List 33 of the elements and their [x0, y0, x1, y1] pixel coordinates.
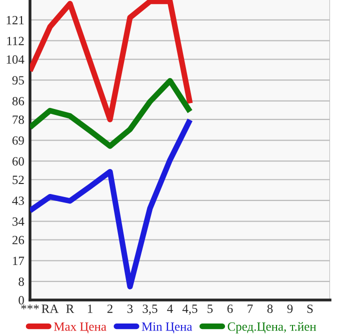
y-tick-label: 8: [18, 278, 24, 286]
y-tick-label: 26: [12, 236, 24, 244]
x-tick-label: RA: [42, 304, 59, 313]
y-tick-label: 104: [6, 55, 24, 64]
y-tick-label: 121: [6, 16, 24, 24]
y-tick-label: 34: [12, 217, 24, 226]
x-tick-label: 1: [88, 304, 92, 313]
legend-label: Сред.Цена, т.йен: [228, 322, 316, 334]
x-tick-label: 3: [127, 304, 133, 313]
x-tick-label: 5: [208, 304, 213, 313]
legend-label: Max Цена: [54, 322, 106, 334]
x-tick-label: 8: [267, 304, 273, 313]
x-tick-label: 3,5: [142, 304, 158, 315]
x-tick-label: 4,5: [182, 304, 198, 315]
y-tick-label: 69: [12, 136, 24, 145]
x-tick-label: 9: [287, 304, 293, 313]
y-tick-label: 78: [12, 115, 24, 124]
x-tick-label: R: [66, 304, 74, 313]
x-tick-label: ***: [21, 304, 39, 310]
y-tick-label: 95: [12, 76, 24, 85]
y-tick-label: 86: [12, 96, 24, 106]
x-tick-label: S: [307, 304, 313, 313]
x-tick-label: 4: [167, 304, 173, 313]
y-tick-label: 17: [13, 256, 24, 265]
y-tick-label: 43: [12, 196, 24, 205]
y-tick-label: 52: [12, 176, 24, 184]
x-tick-label: 7: [248, 304, 253, 313]
legend-label: Min Цена: [142, 322, 192, 334]
x-tick-label: 2: [107, 304, 112, 313]
y-tick-label: 0: [18, 296, 24, 304]
x-tick-label: 6: [227, 304, 233, 313]
y-tick-label: 60: [12, 157, 24, 166]
y-tick-label: 112: [7, 36, 24, 46]
